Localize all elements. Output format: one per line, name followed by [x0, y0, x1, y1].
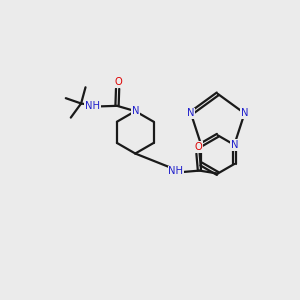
Text: N: N [131, 106, 139, 116]
Text: O: O [195, 142, 203, 152]
Text: NH: NH [168, 167, 183, 176]
Text: NH: NH [85, 101, 100, 111]
Text: N: N [241, 108, 248, 118]
Text: O: O [115, 77, 122, 87]
Text: N: N [230, 140, 238, 150]
Text: N: N [187, 108, 195, 118]
